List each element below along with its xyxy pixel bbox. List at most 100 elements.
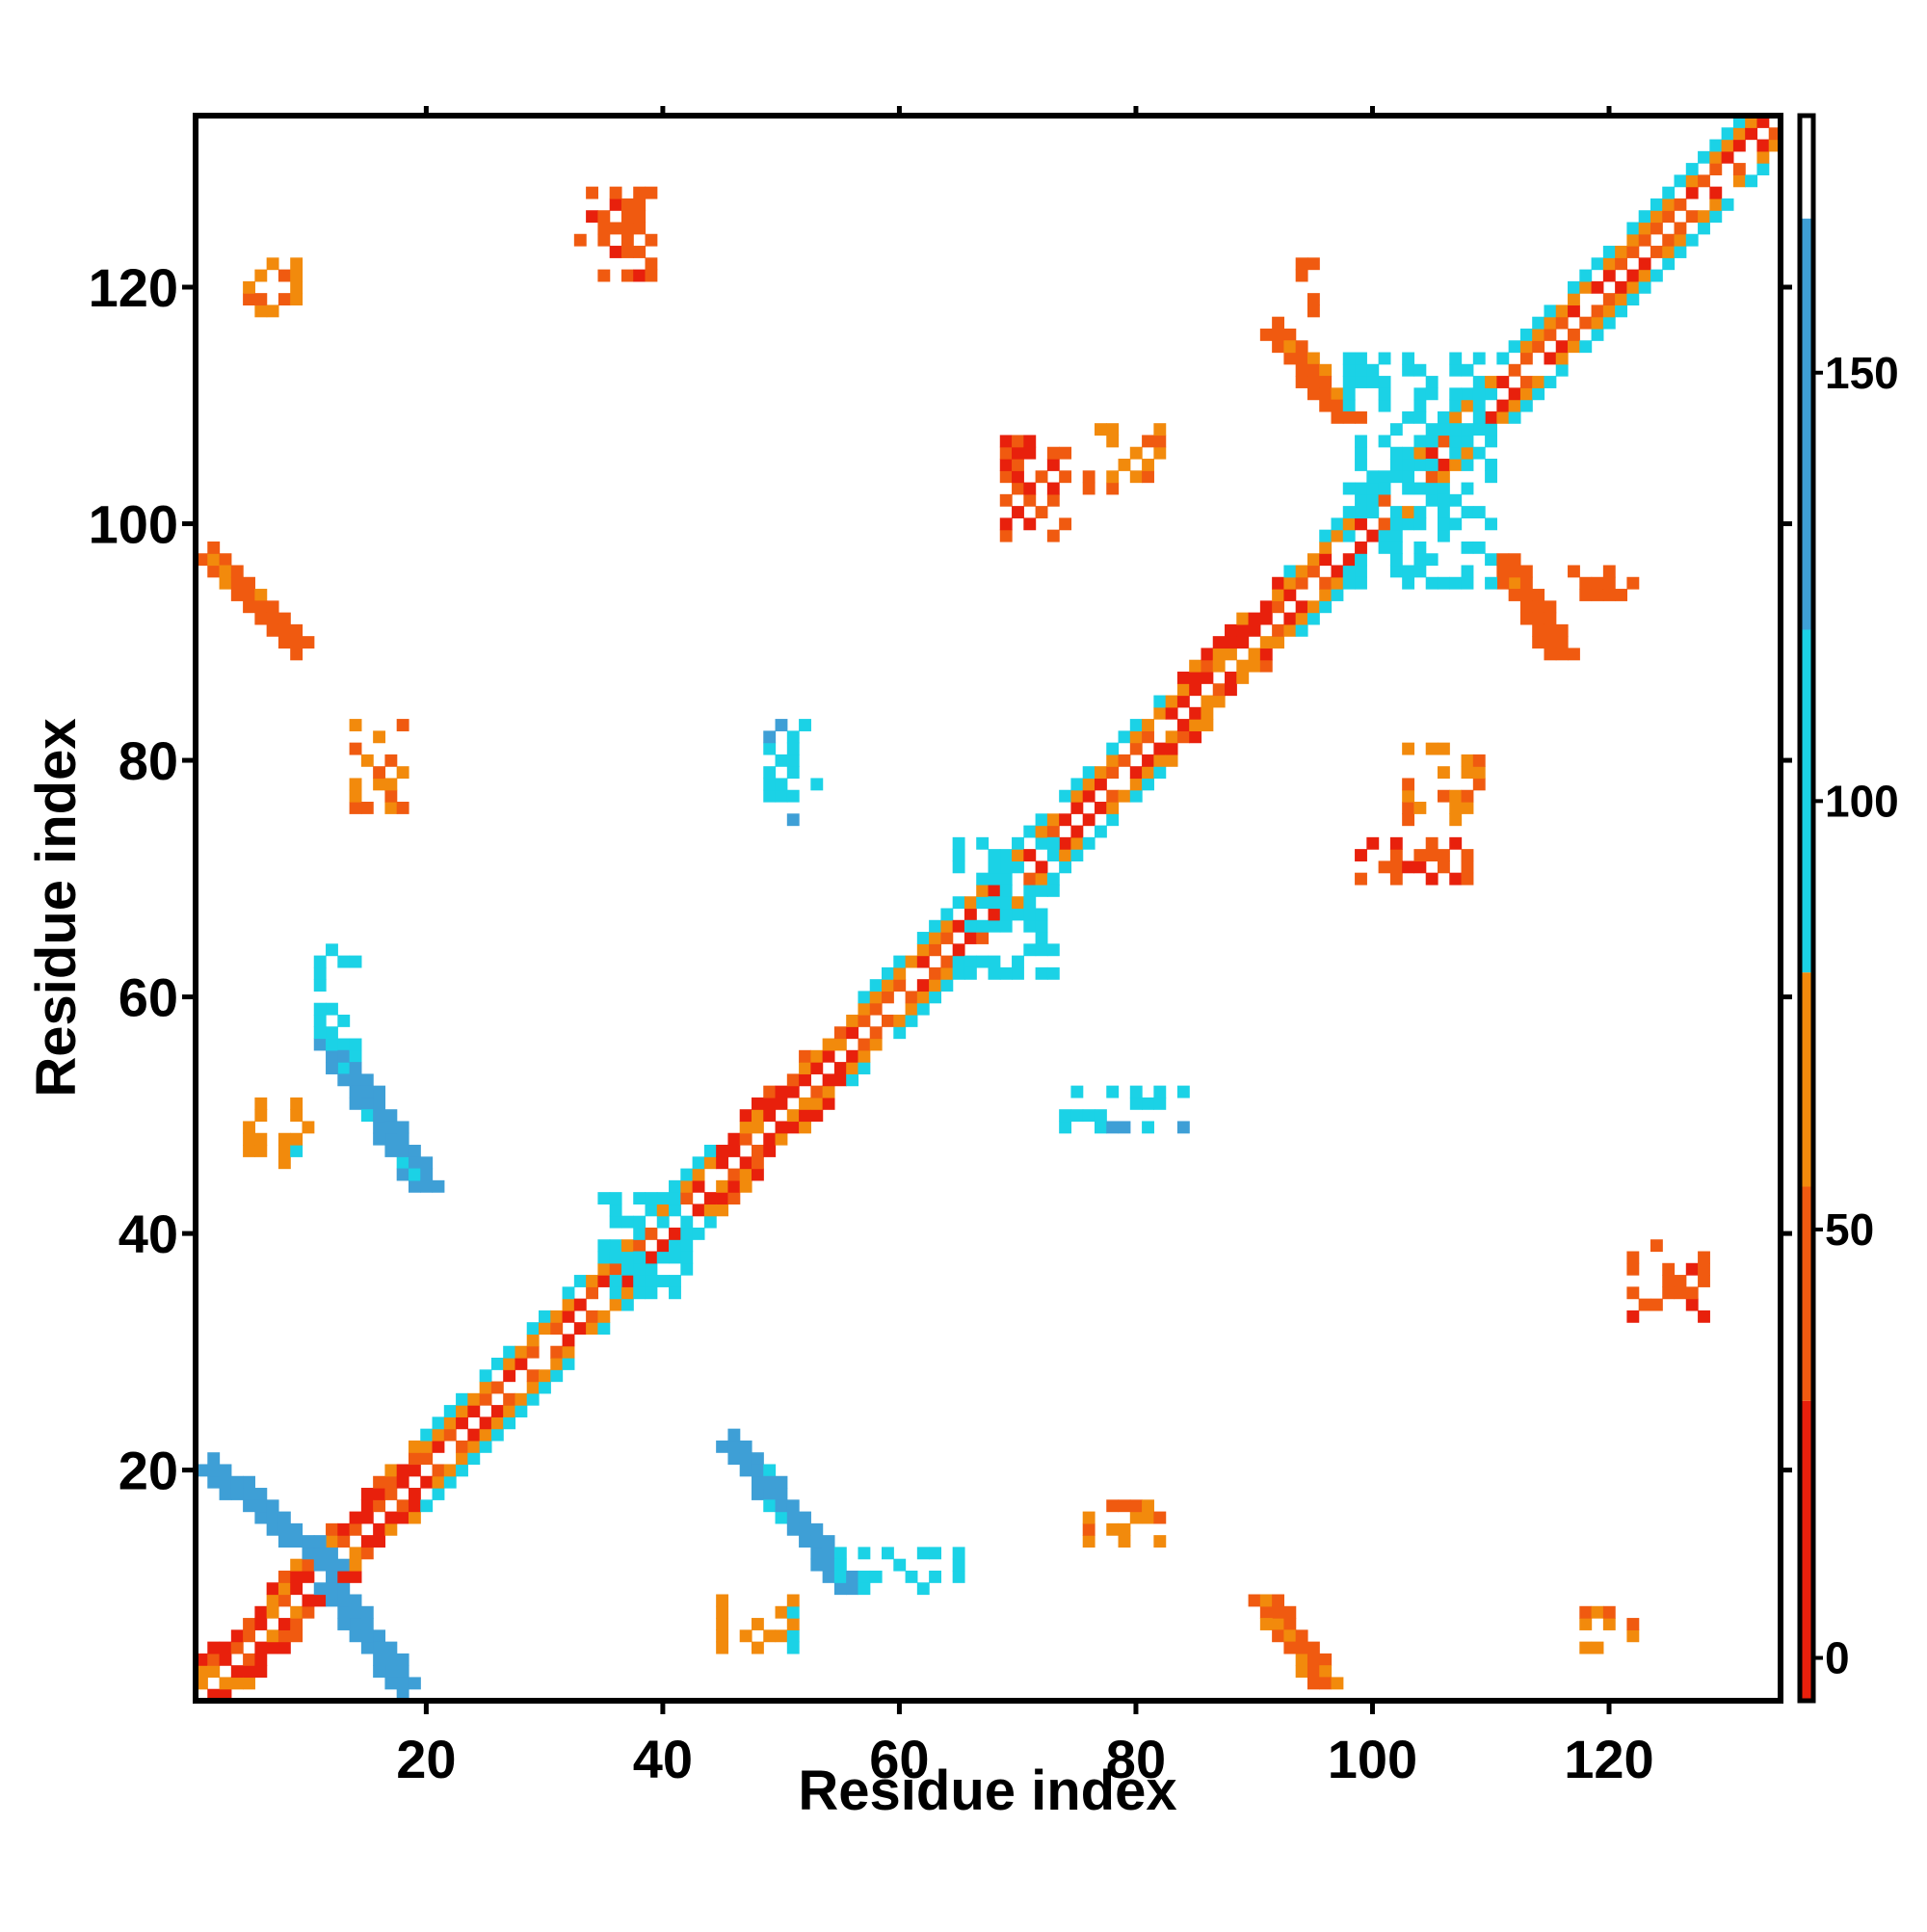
heatmap-cell <box>1023 849 1037 861</box>
heatmap-cell <box>833 1038 847 1051</box>
heatmap-cell <box>1355 482 1367 495</box>
heatmap-cell <box>822 1097 835 1110</box>
heatmap-cell <box>703 1215 717 1229</box>
heatmap-cell <box>1437 493 1450 507</box>
heatmap-cell <box>620 222 634 235</box>
heatmap-cell <box>1342 553 1356 567</box>
heatmap-cell <box>1685 210 1699 224</box>
heatmap-cell <box>1378 529 1391 543</box>
heatmap-cell <box>633 1286 647 1300</box>
heatmap-cell <box>290 293 304 306</box>
heatmap-cell <box>1626 1286 1640 1300</box>
heatmap-cell <box>1685 1286 1699 1300</box>
heatmap-cell <box>1662 1286 1676 1300</box>
heatmap-cell <box>786 1629 800 1643</box>
heatmap-cell <box>716 1179 729 1193</box>
heatmap-cell <box>597 1239 611 1253</box>
heatmap-cell <box>1544 623 1557 637</box>
heatmap-cell <box>940 955 954 968</box>
heatmap-cell <box>633 1227 647 1240</box>
heatmap-cell <box>1638 280 1651 294</box>
x-tick-label: 100 <box>1328 1729 1417 1789</box>
heatmap-cell <box>656 1275 670 1287</box>
heatmap-cell <box>384 1677 398 1690</box>
heatmap-cell <box>1485 576 1497 590</box>
heatmap-cell <box>1319 1653 1333 1666</box>
heatmap-cell <box>1331 399 1344 412</box>
heatmap-cell <box>277 623 291 637</box>
heatmap-cell <box>1259 600 1273 614</box>
heatmap-cell <box>360 1488 374 1500</box>
heatmap-cell <box>349 1629 362 1643</box>
heatmap-cell <box>1283 328 1297 341</box>
heatmap-cell <box>964 932 977 944</box>
heatmap-cell <box>1165 730 1178 744</box>
heatmap-cell <box>1449 459 1463 471</box>
heatmap-cell <box>799 1535 811 1548</box>
heatmap-cell <box>1189 671 1202 684</box>
heatmap-cell <box>1272 1618 1285 1630</box>
heatmap-cell <box>243 1629 255 1643</box>
heatmap-cell <box>1176 730 1190 744</box>
heatmap-cell <box>1698 1251 1710 1264</box>
heatmap-cell <box>692 1179 705 1193</box>
heatmap-cell <box>207 541 221 554</box>
heatmap-cell <box>1259 1594 1273 1607</box>
colorbar-band <box>1800 629 1813 973</box>
heatmap-cell <box>290 1132 304 1146</box>
heatmap-cell <box>822 1049 835 1063</box>
heatmap-cell <box>1225 648 1237 661</box>
heatmap-cell <box>1449 435 1463 448</box>
heatmap-cell <box>1591 328 1604 341</box>
heatmap-cell <box>337 1014 351 1027</box>
heatmap-cell <box>1413 860 1427 874</box>
heatmap-cell <box>503 1416 516 1430</box>
heatmap-cell <box>597 222 611 235</box>
heatmap-cell <box>1402 506 1415 518</box>
heatmap-cell <box>337 1618 351 1630</box>
heatmap-cell <box>373 766 386 780</box>
heatmap-cell <box>976 896 990 910</box>
heatmap-cell <box>349 1522 362 1536</box>
heatmap-cell <box>799 1073 811 1087</box>
heatmap-cell <box>1059 470 1072 484</box>
heatmap-cell <box>396 1511 409 1524</box>
heatmap-cell <box>1602 293 1616 306</box>
heatmap-cell <box>1709 186 1723 199</box>
heatmap-cell <box>420 1440 434 1453</box>
heatmap-cell <box>1212 636 1226 649</box>
heatmap-cell <box>858 1582 871 1596</box>
heatmap-cell <box>526 1334 540 1347</box>
heatmap-cell <box>656 1239 670 1253</box>
heatmap-cell <box>940 919 954 933</box>
heatmap-cell <box>1295 1629 1308 1643</box>
heatmap-cell <box>277 1594 291 1607</box>
heatmap-cell <box>1508 553 1521 567</box>
heatmap-cell <box>254 1488 268 1500</box>
heatmap-cell <box>905 1570 918 1583</box>
heatmap-cell <box>1402 363 1415 377</box>
heatmap-cell <box>1389 836 1403 850</box>
heatmap-cell <box>976 836 990 850</box>
heatmap-cell <box>929 943 941 957</box>
heatmap-cell <box>1413 506 1427 518</box>
heatmap-cell <box>1437 849 1450 861</box>
heatmap-cell <box>620 1251 634 1264</box>
heatmap-cell <box>1355 849 1367 861</box>
heatmap-cell <box>1425 470 1439 484</box>
heatmap-cell <box>1012 836 1024 850</box>
heatmap-cell <box>1342 410 1356 424</box>
heatmap-cell <box>1035 825 1048 838</box>
heatmap-cell <box>739 1464 752 1477</box>
heatmap-cell <box>1153 706 1167 720</box>
heatmap-cell <box>443 1405 457 1417</box>
heatmap-cell <box>751 1168 764 1181</box>
heatmap-cell <box>1449 387 1463 401</box>
heatmap-cell <box>1023 919 1037 933</box>
heatmap-cell <box>1153 1535 1167 1548</box>
heatmap-cell <box>1106 766 1120 780</box>
heatmap-cell <box>254 1605 268 1619</box>
heatmap-cell <box>1378 435 1391 448</box>
y-tick-label: 20 <box>119 1441 178 1501</box>
